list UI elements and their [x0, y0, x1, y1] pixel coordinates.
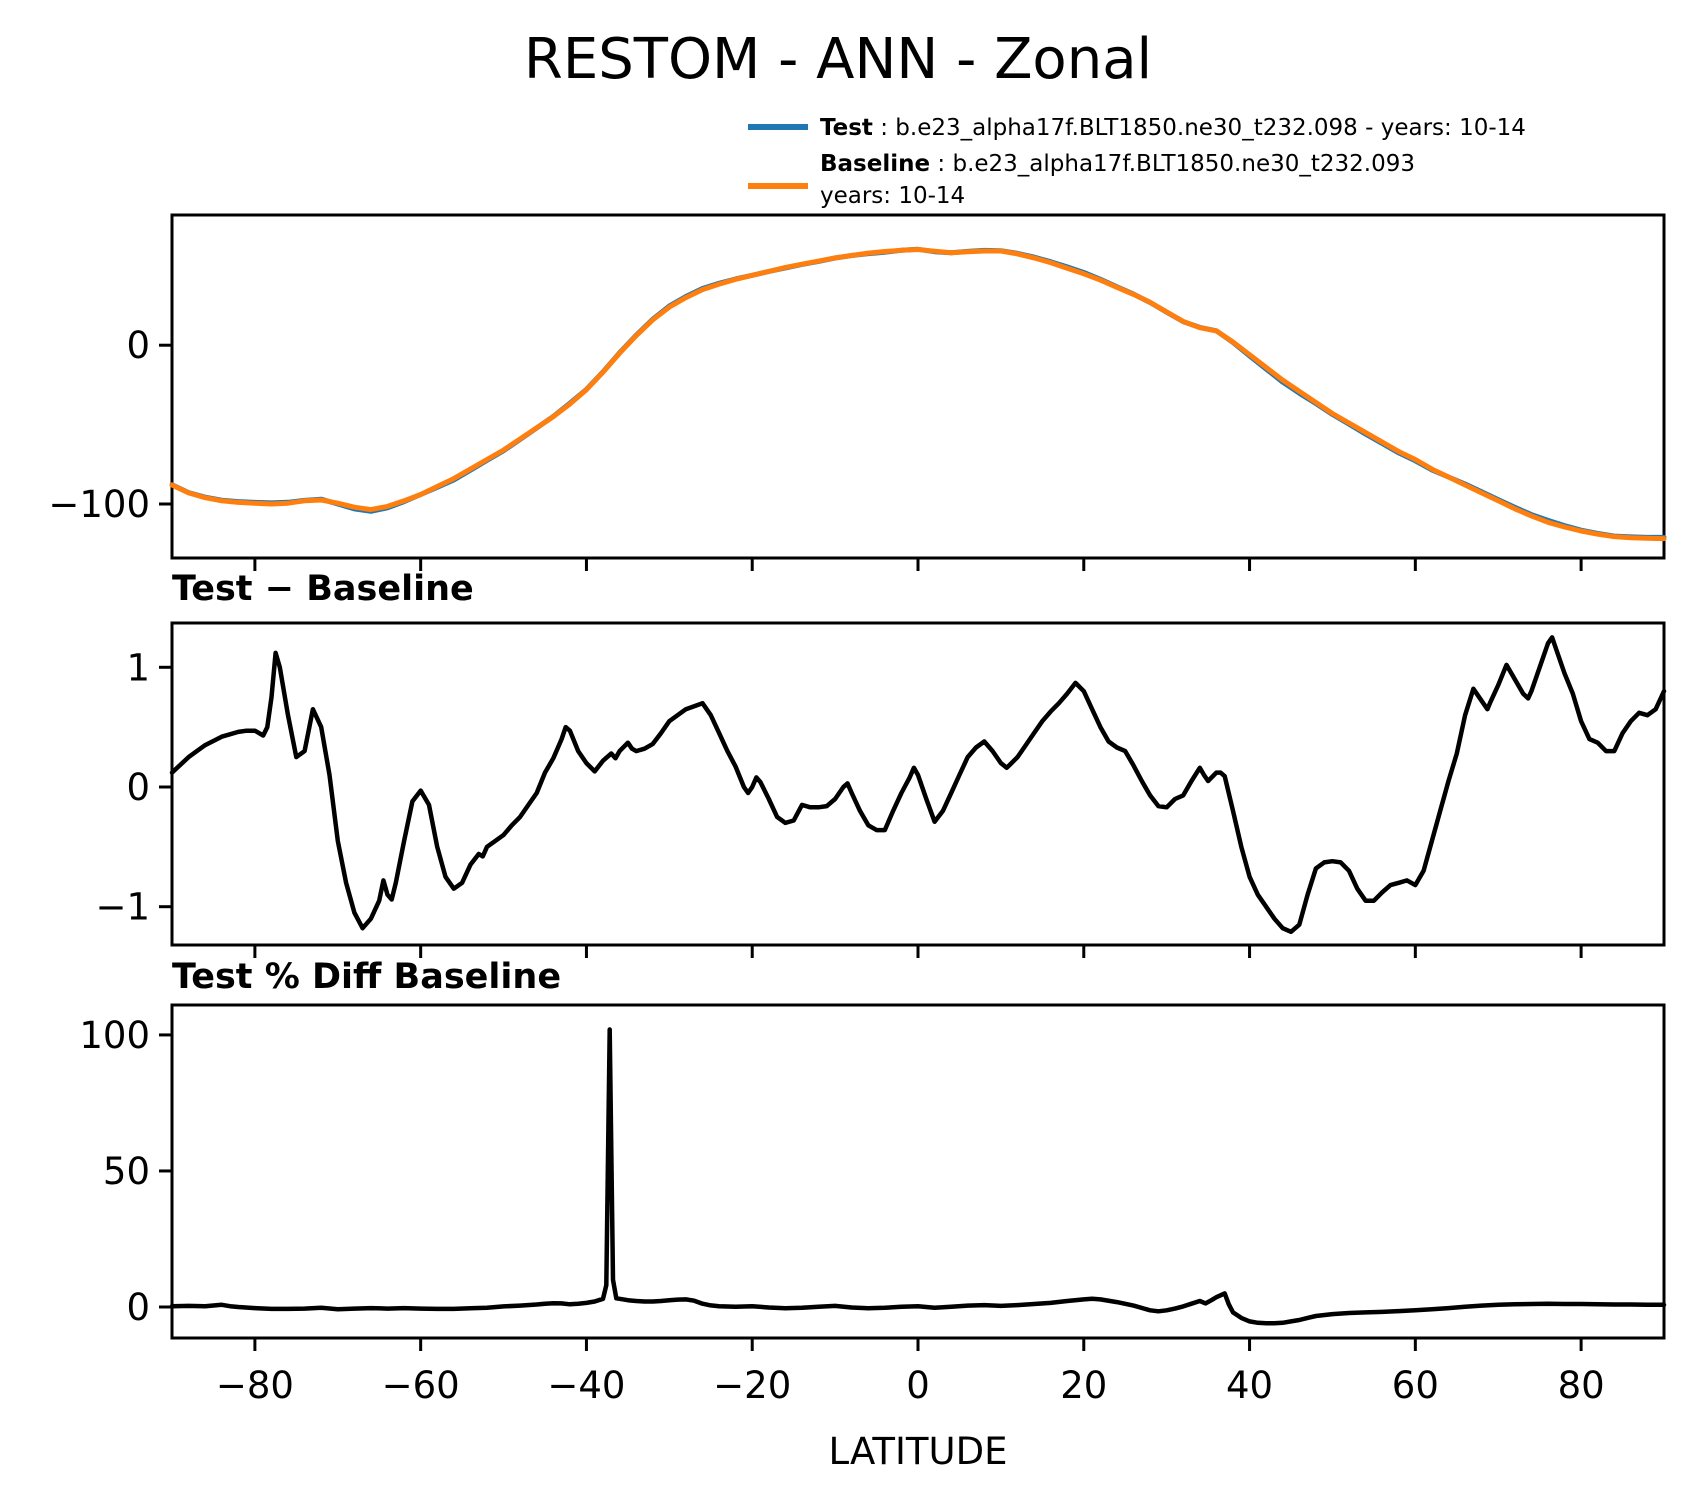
x-tick-label: 60 — [1392, 1364, 1439, 1407]
x-axis-title: LATITUDE — [829, 1430, 1008, 1473]
x-tick-label: −60 — [382, 1364, 460, 1407]
panel-frame — [170, 1003, 1666, 1340]
x-axis-labels: −80 −60 −40 −20 0 20 40 60 80 — [216, 1364, 1605, 1407]
x-tick-label: 20 — [1060, 1364, 1107, 1407]
x-tick-label: 40 — [1226, 1364, 1273, 1407]
x-tick-label: 0 — [906, 1364, 930, 1407]
baseline-legend-desc: : b.e23_alpha17f.BLT1850.ne30_t232.093 — [930, 151, 1415, 177]
pct-diff-panel: 100 50 0 — [79, 1003, 1667, 1351]
diff-line — [169, 635, 1667, 935]
legend: Test : b.e23_alpha17f.BLT1850.ne30_t232.… — [748, 115, 1526, 209]
x-tick-label: −40 — [547, 1364, 625, 1407]
test-legend-desc: : b.e23_alpha17f.BLT1850.ne30_t232.098 -… — [873, 115, 1526, 141]
pct-diff-line — [169, 1027, 1667, 1326]
diff-panel: 1 0 −1 — [95, 621, 1667, 958]
x-tick-label: 80 — [1558, 1364, 1605, 1407]
baseline-legend-desc2: years: 10-14 — [820, 183, 965, 209]
pct-diff-panel-title: Test % Diff Baseline — [172, 957, 561, 997]
test-legend-entry: Test : b.e23_alpha17f.BLT1850.ne30_t232.… — [820, 115, 1526, 141]
test-line — [169, 246, 1667, 540]
panel-frame — [170, 621, 1666, 947]
y-tick-label: 100 — [79, 1014, 150, 1057]
diff-panel-title: Test − Baseline — [172, 569, 474, 609]
figure-title: RESTOM - ANN - Zonal — [524, 27, 1152, 92]
top-panel: 0 −100 — [48, 213, 1667, 571]
test-legend-label: Test — [820, 115, 873, 141]
y-tick-label: −100 — [48, 483, 150, 526]
y-tick-label: 0 — [126, 766, 150, 809]
baseline-line — [169, 247, 1667, 542]
y-tick-label: 0 — [126, 1286, 150, 1329]
y-tick-label: 1 — [126, 646, 150, 689]
baseline-legend-label: Baseline — [820, 151, 930, 177]
baseline-legend-entry: Baseline : b.e23_alpha17f.BLT1850.ne30_t… — [820, 151, 1415, 177]
y-tick-label: 50 — [103, 1150, 150, 1193]
x-tick-label: −80 — [216, 1364, 294, 1407]
y-tick-label: 0 — [126, 324, 150, 367]
x-tick-label: −20 — [713, 1364, 791, 1407]
y-tick-label: −1 — [95, 886, 150, 929]
